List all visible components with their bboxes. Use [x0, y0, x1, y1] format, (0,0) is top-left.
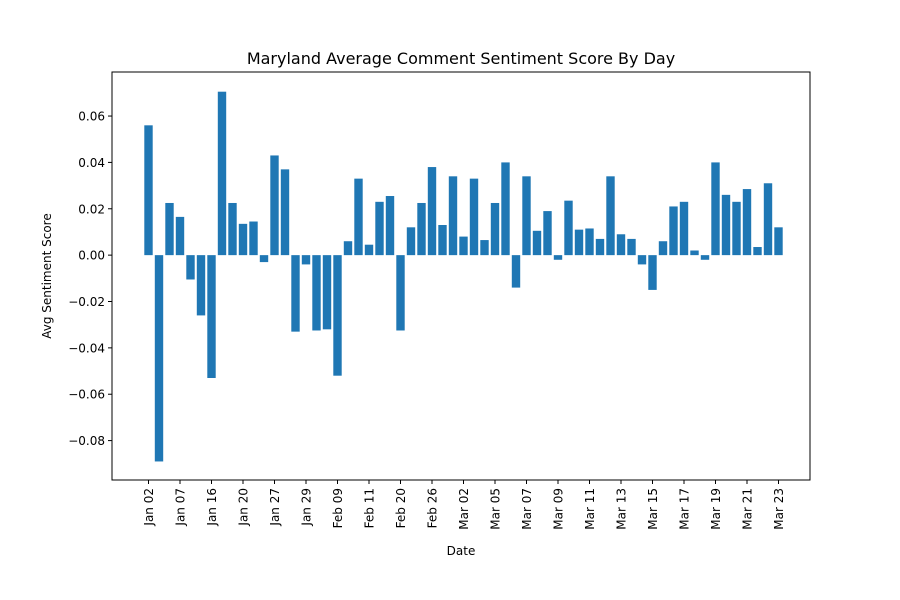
bar [385, 196, 395, 256]
bar [574, 229, 584, 256]
plot-frame [111, 71, 811, 481]
x-tick-label: Mar 11 [583, 488, 597, 530]
bar [301, 255, 311, 265]
bar [616, 234, 626, 256]
bar [333, 255, 342, 376]
x-tick-label: Feb 11 [363, 488, 377, 528]
bar [280, 169, 290, 256]
y-tick-label: −0.02 [68, 295, 105, 309]
bar [742, 189, 752, 256]
bar [217, 91, 227, 256]
bar [448, 176, 458, 256]
bar [228, 202, 237, 256]
y-tick-label: 0.04 [78, 156, 105, 170]
y-tick-label: −0.04 [68, 341, 105, 355]
bar [501, 162, 510, 256]
x-tick-label: Jan 29 [300, 488, 314, 527]
x-tick-label: Mar 21 [741, 488, 755, 530]
x-tick-label: Mar 23 [772, 488, 786, 530]
bar [543, 211, 552, 256]
x-tick-label: Jan 02 [142, 488, 156, 527]
bar [606, 176, 615, 256]
bar [406, 227, 416, 256]
bar [354, 178, 363, 256]
bar [312, 255, 321, 331]
bar [259, 255, 269, 263]
bar [595, 238, 605, 256]
x-tick-label: Feb 09 [331, 488, 345, 528]
bar [396, 255, 405, 331]
bar [700, 255, 710, 260]
bar [249, 221, 258, 256]
x-tick-label: Mar 13 [615, 488, 629, 530]
y-axis: 0.06 0.04 0.02 0.00 −0.02 −0.04 −0.06 −0.08 [68, 110, 112, 448]
x-tick-label: Mar 15 [646, 488, 660, 530]
x-tick-label: Mar 09 [552, 488, 566, 530]
bar [417, 202, 426, 256]
bar [375, 201, 384, 256]
bar [721, 194, 731, 256]
x-tick-label: Mar 07 [520, 488, 534, 530]
bar [469, 178, 479, 256]
bar [627, 238, 636, 256]
bars-group [144, 91, 783, 462]
x-tick-label: Feb 26 [426, 488, 440, 528]
bar [522, 176, 531, 256]
bar [553, 255, 563, 260]
bar [637, 255, 647, 265]
x-tick-label: Jan 27 [268, 488, 282, 527]
y-tick-label: −0.06 [68, 388, 105, 402]
bar [291, 255, 300, 332]
x-tick-label: Jan 20 [237, 488, 251, 527]
bar [364, 244, 374, 256]
chart-title: Maryland Average Comment Sentiment Score… [247, 49, 675, 68]
bar [732, 201, 741, 256]
y-axis-label: Avg Sentiment Score [40, 213, 54, 339]
bar [165, 202, 174, 256]
x-tick-label: Feb 20 [394, 488, 408, 528]
bar [564, 200, 573, 256]
bar [144, 125, 153, 256]
bar [490, 202, 500, 256]
bar [196, 255, 206, 316]
bar [427, 167, 437, 256]
bar [459, 236, 468, 256]
x-tick-label: Mar 17 [678, 488, 692, 530]
x-tick-label: Mar 02 [457, 488, 471, 530]
bar [711, 162, 720, 256]
y-tick-label: 0.02 [78, 202, 105, 216]
bar [207, 255, 216, 378]
bar [186, 255, 195, 280]
bar [669, 206, 678, 256]
bar [270, 155, 279, 256]
x-tick-label: Jan 07 [174, 488, 188, 527]
bar [690, 250, 699, 256]
bar [154, 255, 164, 462]
y-tick-label: 0.06 [78, 110, 105, 124]
x-tick-label: Mar 19 [709, 488, 723, 530]
bar [753, 247, 762, 256]
bar [532, 230, 542, 256]
bar [343, 241, 353, 256]
bar [774, 227, 783, 256]
bar [585, 228, 594, 256]
x-axis-label: Date [447, 544, 476, 558]
bar [322, 255, 332, 330]
bar [238, 223, 248, 256]
bar [658, 241, 668, 256]
y-tick-label: −0.08 [68, 434, 105, 448]
bar [480, 240, 489, 256]
bar [511, 255, 521, 288]
y-tick-label: 0.00 [78, 249, 105, 263]
bar [438, 225, 447, 256]
bar [763, 183, 773, 256]
x-tick-label: Mar 05 [489, 488, 503, 530]
bar [175, 216, 185, 256]
x-axis: Jan 02 Jan 07 Jan 16 Jan 20 Jan 27 Jan 29 Feb … [142, 480, 786, 530]
bar [679, 201, 689, 256]
x-tick-label: Jan 16 [205, 488, 219, 527]
bar [648, 255, 657, 290]
